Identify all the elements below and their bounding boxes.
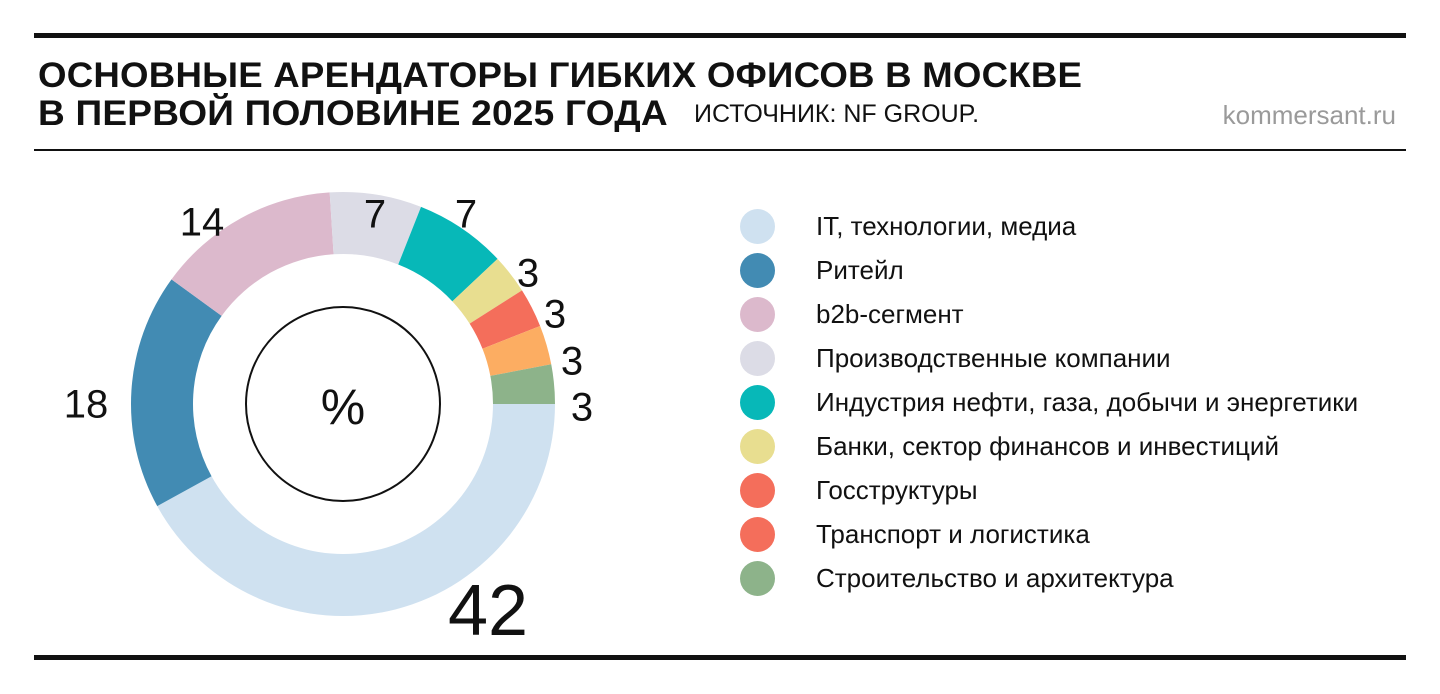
legend-label: Банки, сектор финансов и инвестиций (816, 431, 1279, 461)
legend-item: Производственные компании (740, 336, 1358, 380)
legend-item: Транспорт и логистика (740, 512, 1358, 556)
legend-item: IT, технологии, медиа (740, 204, 1358, 248)
slice-value-label-1: 42 (448, 571, 528, 640)
legend-swatch (740, 208, 775, 244)
slice-8-транспорт-и-логистика (482, 325, 552, 376)
slice-1-it-технологии-медиа (157, 404, 555, 617)
slice-value-label-5: 7 (455, 192, 477, 236)
slice-value-label-3: 14 (180, 200, 225, 244)
legend-swatch (740, 252, 775, 288)
legend-label: Индустрия нефти, газа, добычи и энергети… (816, 387, 1359, 417)
legend-item: b2b-сегмент (740, 292, 1358, 336)
slice-2-ритейл (130, 279, 222, 507)
slice-3-b2b-сегмент (171, 192, 334, 316)
chart-title-line-2: В ПЕРВОЙ ПОЛОВИНЕ 2025 ГОДА (38, 94, 668, 133)
slice-value-label-6: 3 (517, 251, 539, 295)
legend-swatch (740, 516, 775, 552)
slice-value-label-8: 3 (561, 339, 583, 383)
legend: IT, технологии, медиа Ритейл b2b-сегмент… (740, 204, 1358, 600)
legend-label: Транспорт и логистика (816, 519, 1090, 549)
legend-label: Ритейл (816, 255, 904, 285)
legend-swatch (740, 384, 775, 420)
legend-item: Ритейл (740, 248, 1358, 292)
slice-9-строительство-и-архитектура (490, 364, 555, 404)
chart-title-line-1: ОСНОВНЫЕ АРЕНДАТОРЫ ГИБКИХ ОФИСОВ В МОСК… (38, 56, 1083, 95)
slice-value-label-9: 3 (571, 385, 593, 429)
source-note: ИСТОЧНИК: NF GROUP. (694, 100, 980, 128)
legend-item: Госструктуры (740, 468, 1358, 512)
legend-label: Строительство и архитектура (816, 563, 1174, 593)
slice-value-label-2: 18 (64, 382, 109, 426)
slice-5-индустрия-нефти-газа-добычи-и-энергетики (398, 206, 498, 302)
center-unit-label: % (321, 379, 365, 435)
center-ring (245, 306, 441, 502)
legend-swatch (740, 296, 775, 332)
site-link[interactable]: kommersant.ru (1222, 100, 1396, 130)
slice-4-производственные-компании (329, 192, 422, 265)
legend-swatch (740, 428, 775, 464)
top-rule (34, 33, 1406, 38)
slice-6-банки-сектор-финансов-и-инвестиций (452, 258, 522, 324)
slice-value-label-4: 7 (364, 192, 386, 236)
legend-swatch (740, 472, 775, 508)
legend-item: Индустрия нефти, газа, добычи и энергети… (740, 380, 1358, 424)
legend-label: b2b-сегмент (816, 299, 964, 329)
legend-swatch (740, 560, 775, 596)
slice-value-label-7: 3 (544, 292, 566, 336)
legend-label: IT, технологии, медиа (816, 211, 1077, 241)
legend-item: Банки, сектор финансов и инвестиций (740, 424, 1358, 468)
slice-7-госструктуры (469, 290, 541, 349)
header-divider (34, 149, 1406, 151)
legend-swatch (740, 340, 775, 376)
donut-slices (130, 192, 555, 617)
legend-label: Производственные компании (816, 343, 1171, 373)
legend-label: Госструктуры (816, 475, 978, 505)
legend-item: Строительство и архитектура (740, 556, 1358, 600)
bottom-rule (34, 655, 1406, 660)
